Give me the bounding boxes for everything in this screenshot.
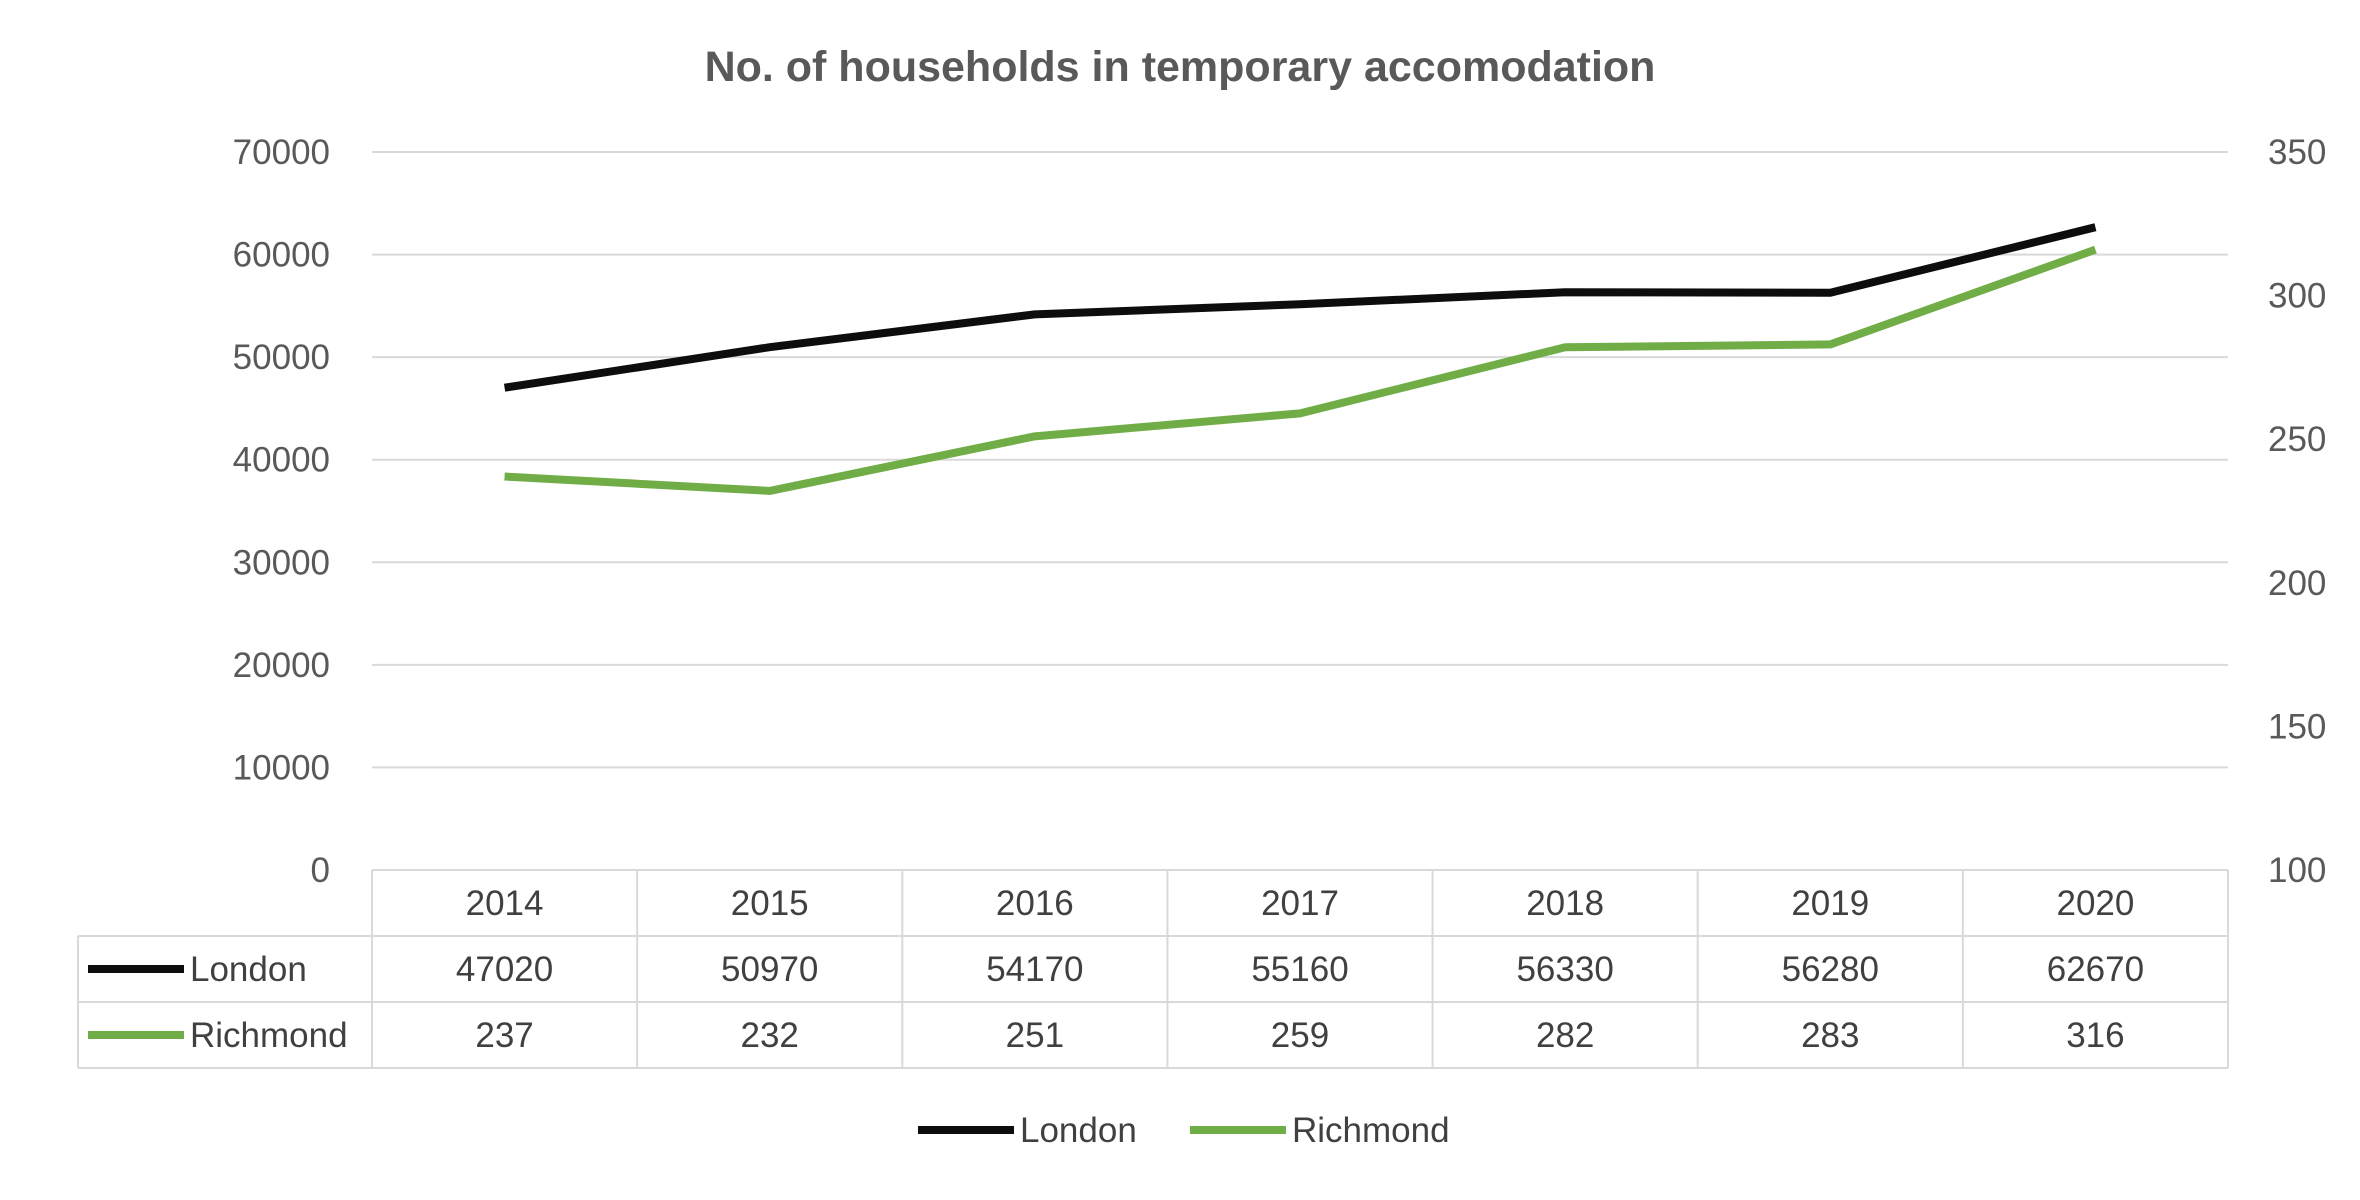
data-label: 251 <box>1006 1016 1064 1055</box>
left-tick-label: 60000 <box>233 236 330 275</box>
data-label: 282 <box>1536 1016 1594 1055</box>
left-tick-label: 50000 <box>233 338 330 377</box>
data-label: 283 <box>1801 1016 1859 1055</box>
left-tick-label: 30000 <box>233 543 330 582</box>
x-tick-label: 2018 <box>1526 884 1604 923</box>
legend-label: Richmond <box>1292 1111 1450 1150</box>
x-tick-label: 2015 <box>731 884 809 923</box>
table-series-name: London <box>190 950 307 989</box>
x-tick-label: 2017 <box>1261 884 1339 923</box>
x-tick-label: 2020 <box>2056 884 2134 923</box>
left-tick-label: 0 <box>311 851 330 890</box>
legend: London Richmond <box>918 1111 1450 1150</box>
left-tick-label: 40000 <box>233 441 330 480</box>
series-line-richmond <box>504 245 2097 495</box>
data-label: 56330 <box>1516 950 1613 989</box>
left-axis-ticks: 0 10000 20000 30000 40000 50000 60000 70000 <box>233 133 330 890</box>
x-tick-label: 2014 <box>466 884 544 923</box>
right-tick-label: 300 <box>2268 277 2326 316</box>
x-tick-label: 2019 <box>1791 884 1869 923</box>
gridlines <box>372 151 2228 769</box>
data-label: 232 <box>741 1016 799 1055</box>
x-tick-label: 2016 <box>996 884 1074 923</box>
data-label: 259 <box>1271 1016 1329 1055</box>
right-tick-label: 150 <box>2268 707 2326 746</box>
right-tick-label: 350 <box>2268 133 2326 172</box>
data-label: 316 <box>2066 1016 2124 1055</box>
table-series-name: Richmond <box>190 1016 348 1055</box>
legend-label: London <box>1020 1111 1137 1150</box>
right-tick-label: 100 <box>2268 851 2326 890</box>
left-tick-label: 20000 <box>233 646 330 685</box>
chart-title: No. of households in temporary accomodat… <box>705 43 1656 91</box>
data-label: 62670 <box>2047 950 2144 989</box>
left-tick-label: 10000 <box>233 748 330 787</box>
data-label: 237 <box>475 1016 533 1055</box>
data-label: 55160 <box>1251 950 1348 989</box>
data-label: 47020 <box>456 950 553 989</box>
right-axis-ticks: 100 150 200 250 300 350 <box>2268 133 2326 890</box>
series-lines <box>503 223 2097 495</box>
right-tick-label: 200 <box>2268 564 2326 603</box>
data-label: 50970 <box>721 950 818 989</box>
data-label: 54170 <box>986 950 1083 989</box>
right-tick-label: 250 <box>2268 420 2326 459</box>
data-table: 2014 2015 2016 2017 2018 2019 2020 London 47020 5… <box>77 869 2229 1069</box>
data-label: 56280 <box>1782 950 1879 989</box>
series-line-london <box>503 223 2097 392</box>
left-tick-label: 70000 <box>233 133 330 172</box>
